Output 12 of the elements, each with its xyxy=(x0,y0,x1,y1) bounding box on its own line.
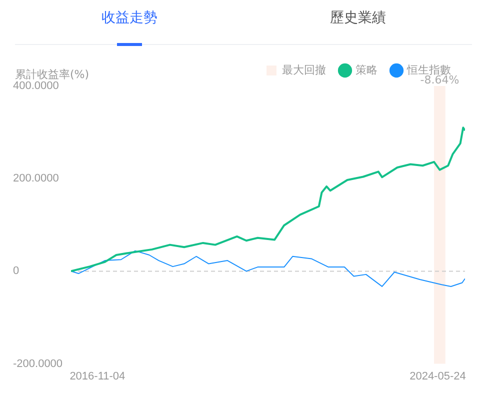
y-tick-label: 0 xyxy=(13,265,20,278)
text: 歷史業績 xyxy=(328,9,387,28)
y-tick-label: -200.0000 xyxy=(13,358,63,370)
y-tick-label: 400.0000 xyxy=(13,80,59,92)
x-tick-label: 2024-05-24 xyxy=(410,370,466,382)
x-tick-label: 2016-11-04 xyxy=(70,370,126,382)
y-axis-title: 累計收益率(%) xyxy=(15,67,90,81)
legend-label: 策略 xyxy=(356,63,378,76)
legend-label: 最大回撤 xyxy=(282,63,326,76)
y-tick-label: 200.0000 xyxy=(13,172,59,185)
legend-label: 恒生指數 xyxy=(406,63,451,76)
text: 收益走勢 xyxy=(100,9,158,28)
